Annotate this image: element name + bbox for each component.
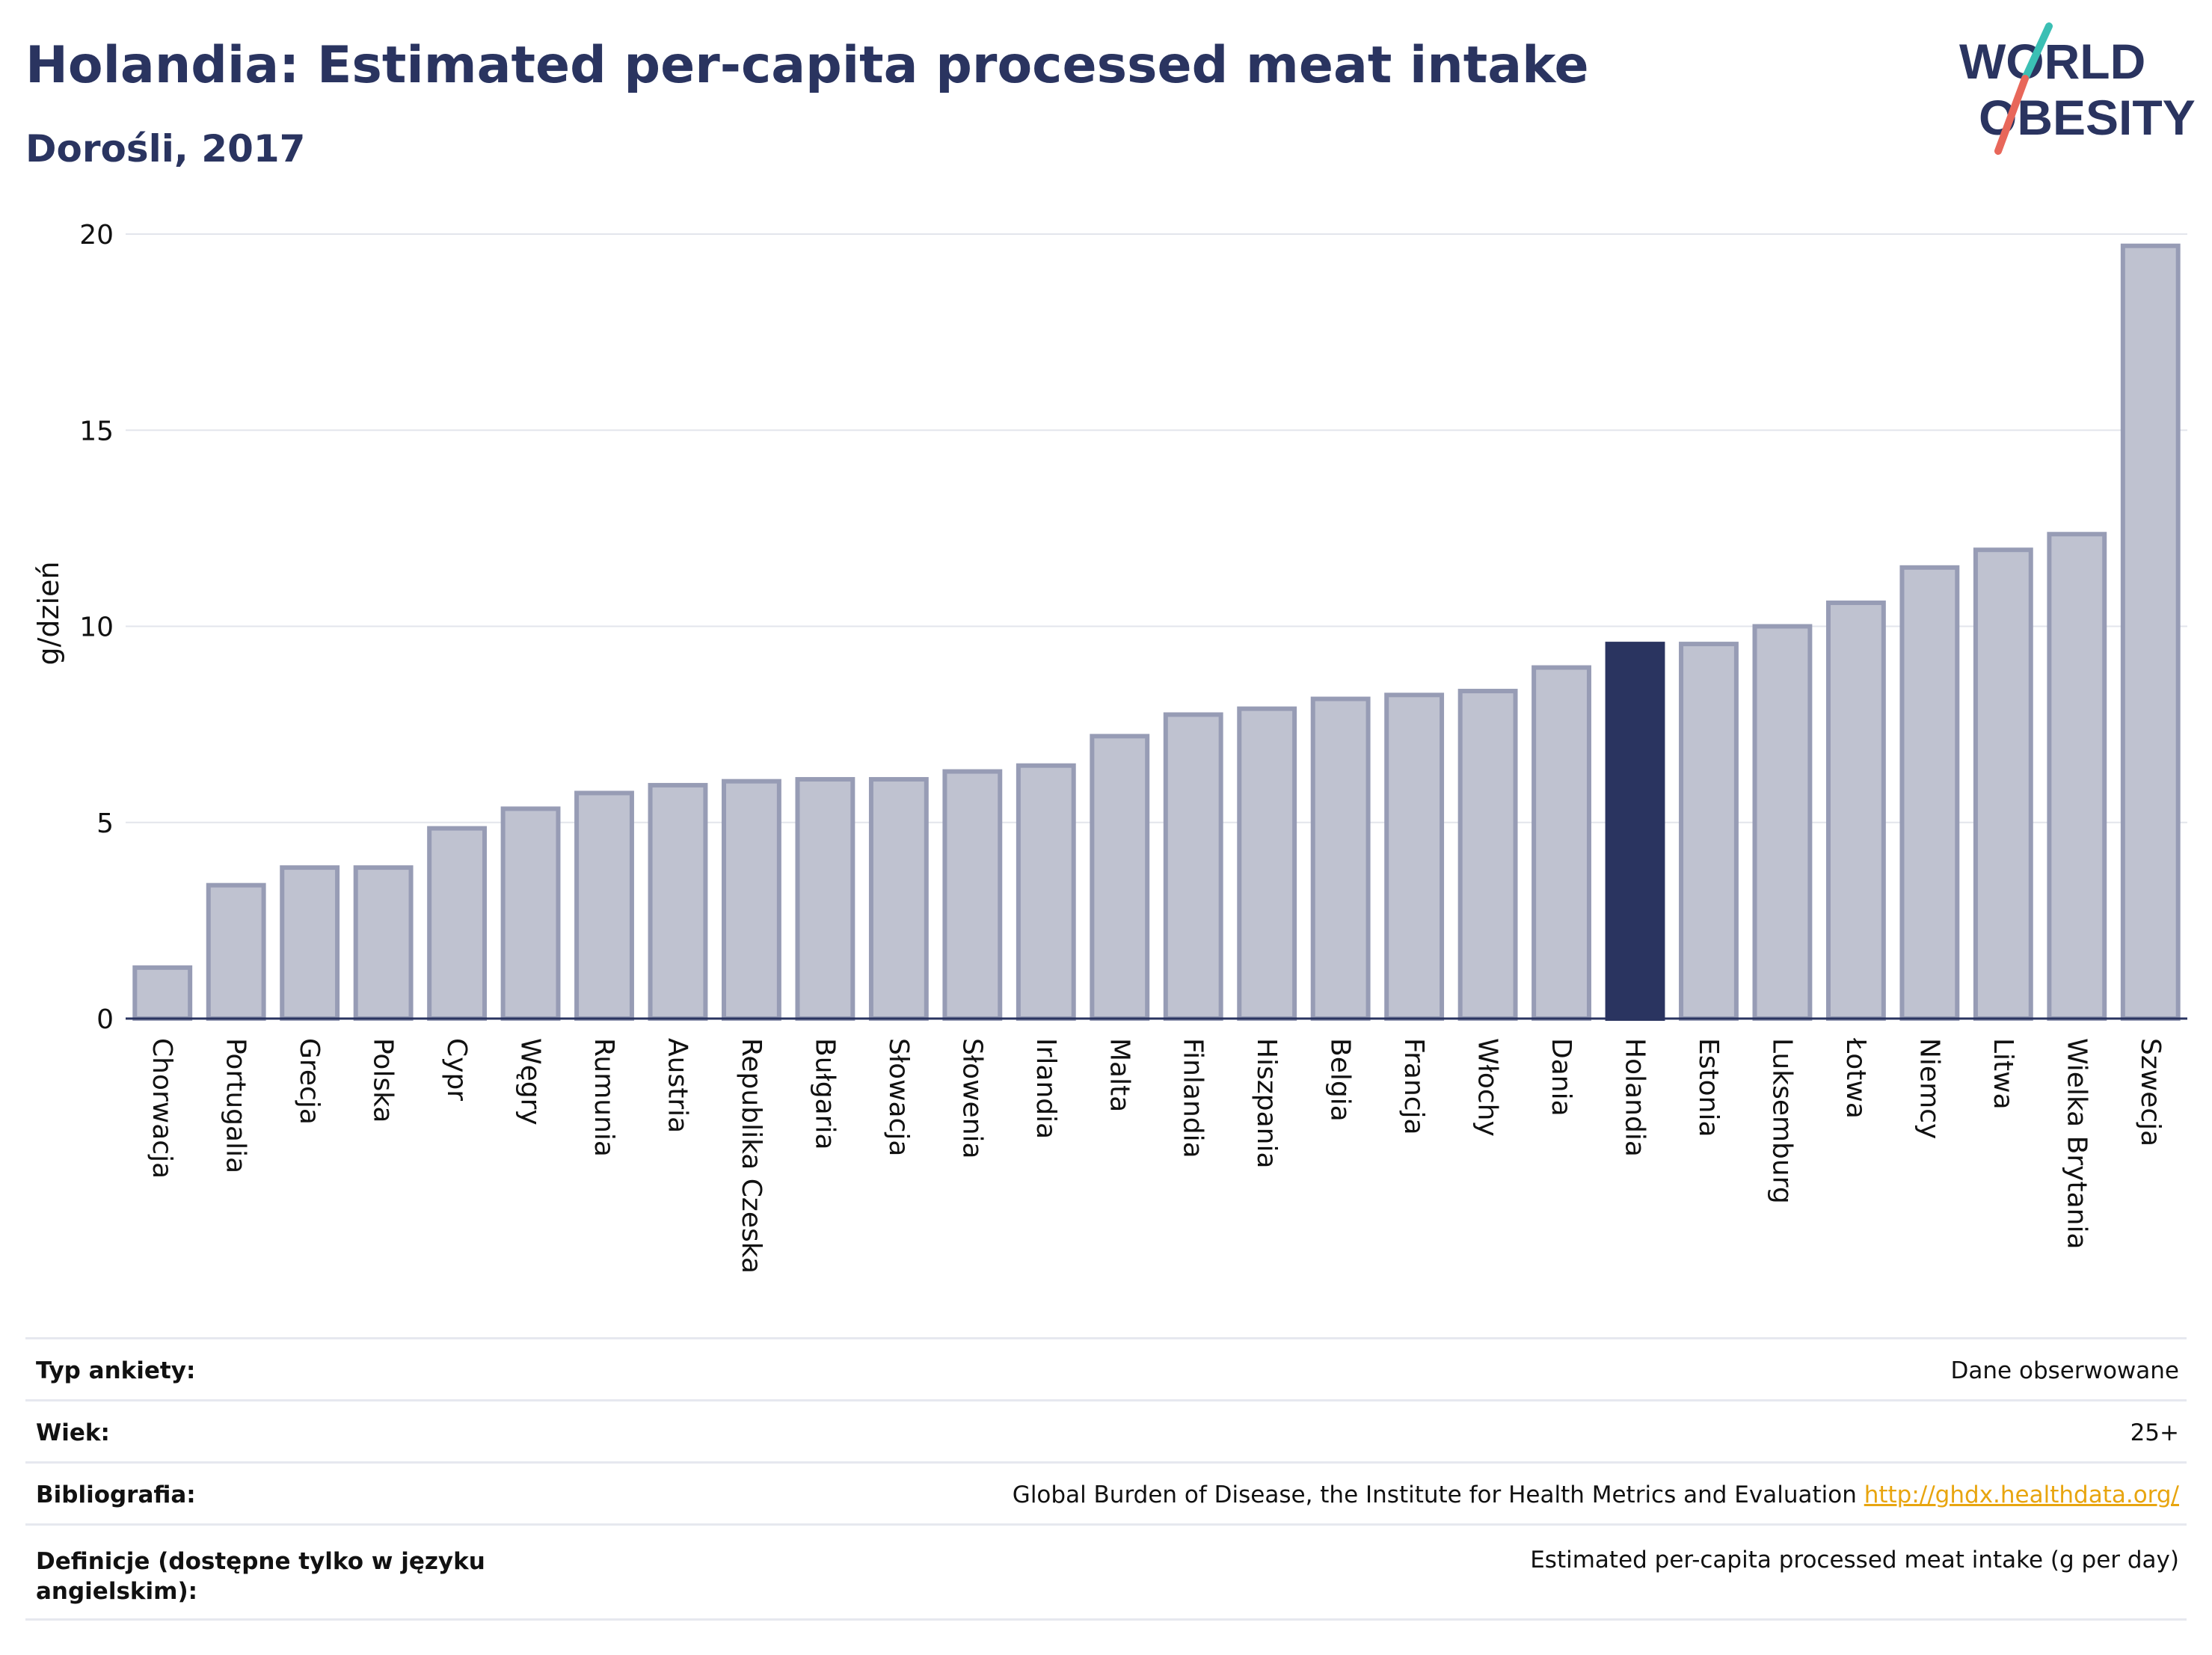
- age-label: Wiek:: [36, 1419, 110, 1446]
- bars: [132, 243, 2181, 1022]
- x-tick-label: Polska: [368, 1038, 399, 1123]
- bar: [1237, 706, 1297, 1022]
- bibliography-value: Global Burden of Disease, the Institute …: [1013, 1481, 2179, 1508]
- x-tick-label: Dania: [1546, 1038, 1576, 1117]
- y-tick-label: 10: [79, 612, 114, 643]
- y-tick-label: 20: [79, 220, 114, 251]
- bar-chart: 0 5 10 15 20 Chorwacja Portugalia Grecja Polska…: [32, 220, 2187, 1274]
- y-tick-label: 5: [96, 808, 114, 839]
- x-tick-label: Francja: [1398, 1038, 1429, 1135]
- bar: [868, 777, 929, 1022]
- bar: [2047, 532, 2107, 1021]
- x-tick-label: Republika Czeska: [736, 1038, 766, 1274]
- bar: [1090, 734, 1150, 1021]
- info-bottom-rule: [25, 1618, 2187, 1621]
- y-axis-label: g/dzień: [32, 561, 65, 665]
- y-tick-label: 15: [79, 416, 114, 446]
- bar: [132, 965, 193, 1021]
- definitions-value: Estimated per-capita processed meat inta…: [1530, 1547, 2179, 1573]
- x-tick-label: Luksemburg: [1766, 1038, 1797, 1204]
- bar: [2120, 243, 2181, 1021]
- bar: [1384, 693, 1445, 1021]
- bar: [1752, 624, 1813, 1021]
- x-tick-label: Bułgaria: [809, 1038, 840, 1150]
- bar: [574, 790, 634, 1021]
- survey-value: Dane obserwowane: [1950, 1357, 2179, 1384]
- bar: [795, 777, 855, 1022]
- logo-slash-teal: [2021, 22, 2053, 82]
- bar: [1457, 689, 1518, 1021]
- x-tick-label: Niemcy: [1914, 1038, 1944, 1139]
- x-tick-label: Portugalia: [221, 1038, 251, 1173]
- x-tick-label: Malta: [1104, 1038, 1134, 1112]
- x-tick-label: Włochy: [1472, 1038, 1503, 1137]
- bar: [648, 782, 708, 1021]
- x-tick-label: Irlandia: [1030, 1038, 1061, 1139]
- x-tick-label: Hiszpania: [1251, 1038, 1282, 1169]
- info-row-definitions: Definicje (dostępne tylko w języku angie…: [25, 1523, 2187, 1618]
- bar: [1163, 712, 1223, 1021]
- logo-line1: WORLD: [1959, 34, 2145, 89]
- info-table: Typ ankiety: Dane obserwowane Wiek: 25+ …: [25, 1337, 2187, 1621]
- definitions-label: Definicje (dostępne tylko w języku angie…: [36, 1548, 485, 1605]
- x-tick-label: Litwa: [1988, 1038, 2018, 1110]
- x-tick-label: Belgia: [1325, 1038, 1356, 1122]
- bar: [1973, 547, 2033, 1021]
- x-tick-label: Szwecja: [2135, 1038, 2166, 1146]
- x-tick-label: Łotwa: [1840, 1037, 1871, 1119]
- bar: [1679, 642, 1739, 1021]
- world-obesity-logo: WORLD OBESITY: [1959, 22, 2196, 155]
- bibliography-text: Global Burden of Disease, the Institute …: [1012, 1481, 1857, 1508]
- x-tick-label: Wielka Brytania: [2061, 1038, 2092, 1250]
- x-tick-label: Grecja: [294, 1038, 325, 1125]
- bar: [353, 865, 414, 1021]
- x-tick-label: Słowacja: [883, 1038, 914, 1156]
- bar: [1016, 763, 1076, 1021]
- bar: [1310, 696, 1371, 1021]
- bar: [722, 779, 781, 1021]
- bar-highlight: [1605, 642, 1665, 1021]
- y-axis: 0 5 10 15 20: [79, 220, 114, 1035]
- bar: [280, 865, 340, 1021]
- x-tick-label: Węgry: [515, 1038, 546, 1126]
- x-tick-label: Austria: [662, 1038, 692, 1133]
- info-row-survey: Typ ankiety: Dane obserwowane: [25, 1337, 2187, 1399]
- info-row-bibliography: Bibliografia: Global Burden of Disease, …: [25, 1461, 2187, 1523]
- x-tick-label: Słowenia: [956, 1038, 987, 1159]
- x-tick-label: Finlandia: [1178, 1038, 1208, 1158]
- survey-label: Typ ankiety:: [36, 1357, 196, 1384]
- x-tick-label: Rumunia: [589, 1038, 619, 1157]
- bar: [206, 882, 266, 1022]
- bar: [1899, 565, 1960, 1021]
- y-tick-label: 0: [96, 1004, 114, 1035]
- logo-slash-red: [1994, 75, 2029, 155]
- bar: [1531, 665, 1591, 1021]
- x-tick-label: Cypr: [441, 1038, 472, 1101]
- bibliography-link[interactable]: http://ghdx.healthdata.org/: [1864, 1481, 2179, 1508]
- page-subtitle: Dorośli, 2017: [25, 127, 306, 171]
- x-tick-label: Chorwacja: [147, 1038, 177, 1179]
- info-row-age: Wiek: 25+: [25, 1399, 2187, 1461]
- page-title: Holandia: Estimated per-capita processed…: [25, 36, 1589, 95]
- bar: [427, 826, 488, 1022]
- x-axis-labels: Chorwacja Portugalia Grecja Polska Cypr Węgry…: [147, 1037, 2166, 1274]
- bar: [942, 769, 1003, 1021]
- age-value: 25+: [2130, 1419, 2179, 1446]
- bar: [1825, 601, 1886, 1021]
- x-tick-label: Holandia: [1620, 1038, 1650, 1157]
- bar: [500, 806, 561, 1021]
- bibliography-label: Bibliografia:: [36, 1481, 196, 1508]
- x-tick-label: Estonia: [1693, 1038, 1724, 1137]
